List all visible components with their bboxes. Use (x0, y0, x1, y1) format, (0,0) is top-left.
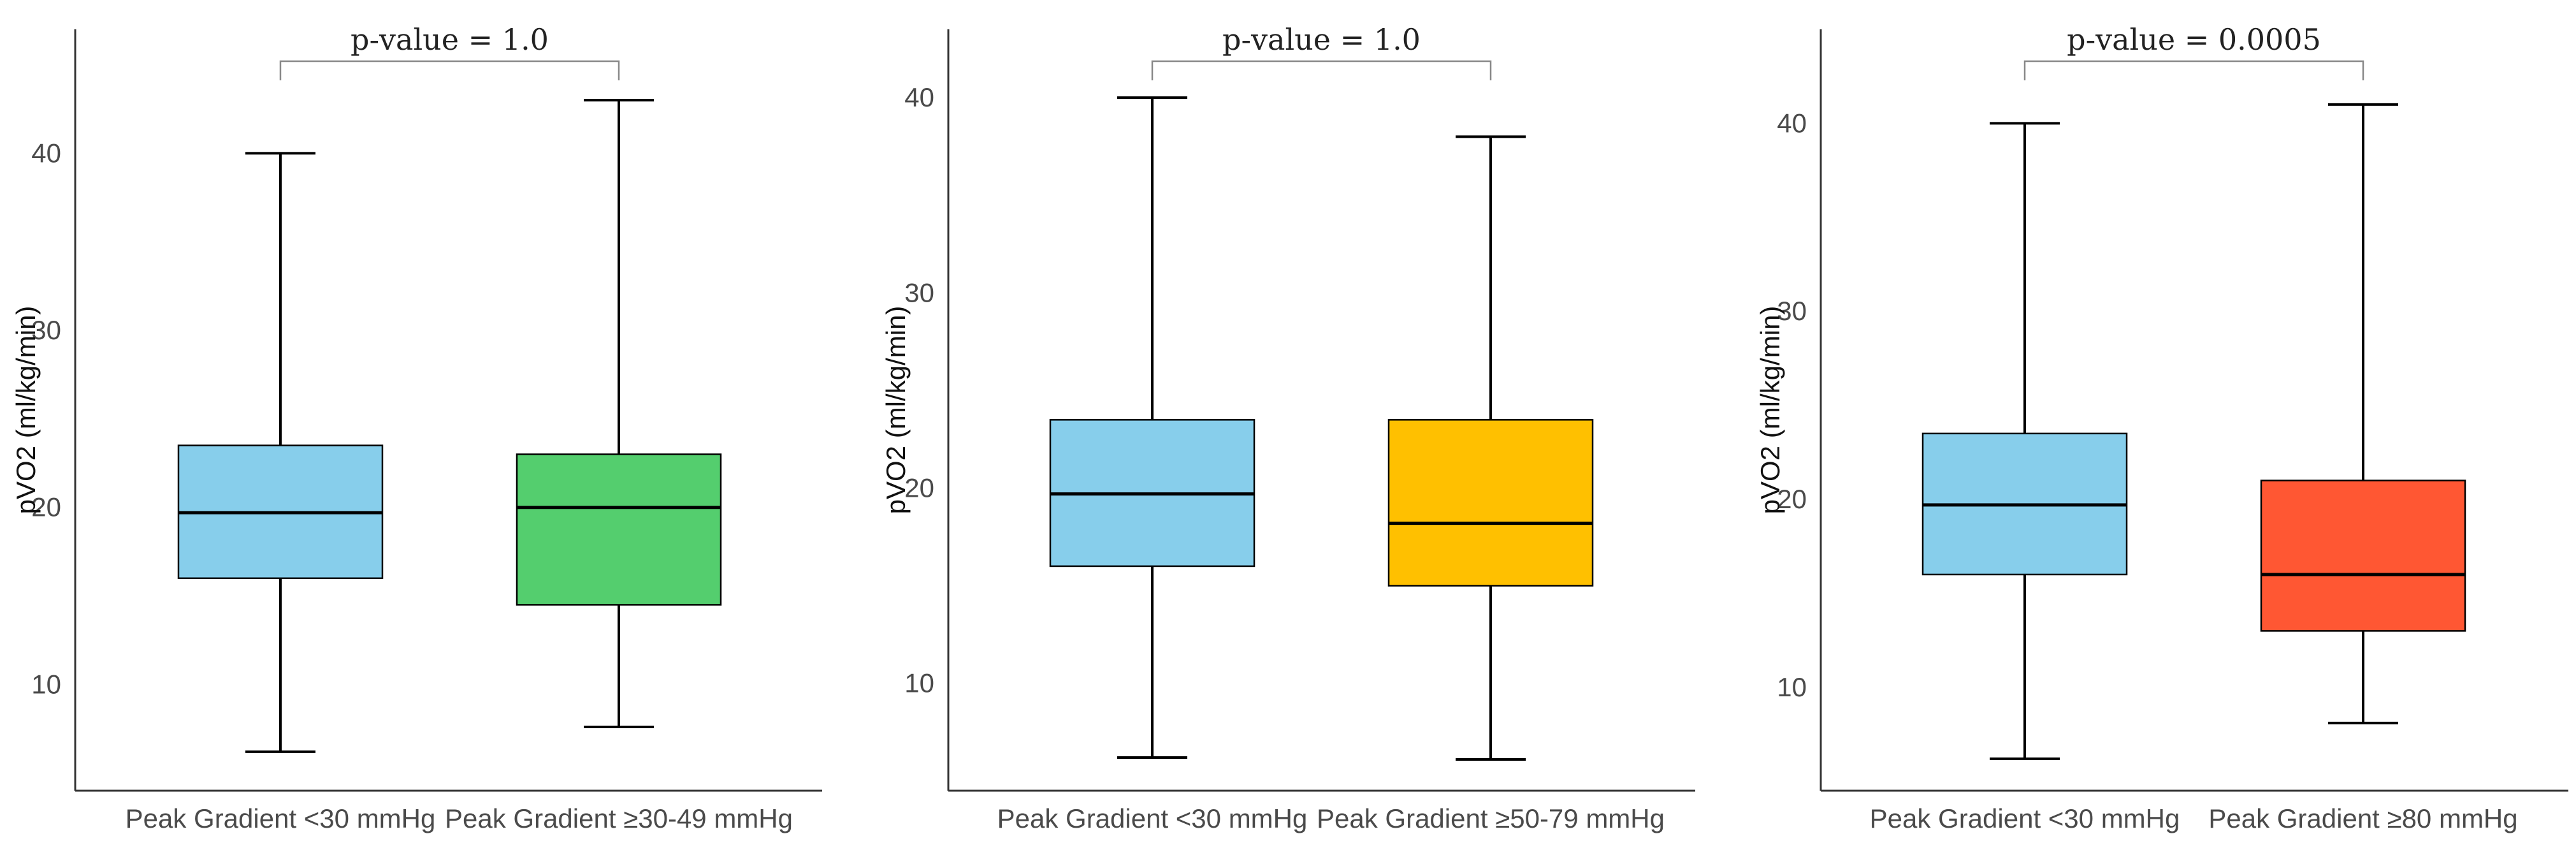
x-category-label: Peak Gradient ≥50-79 mmHg (1317, 803, 1665, 833)
y-tick-label: 20 (31, 492, 61, 522)
box-2 (516, 99, 722, 729)
chart-panel-3: 10 20 30 40 pVO2 (ml/kg/min) Peak Gradient <3… (1755, 22, 2568, 833)
y-tick-label: 30 (1777, 296, 1807, 326)
y-tick-label: 30 (31, 315, 61, 345)
p-value-annotation: p-value = 1.0 (351, 22, 549, 57)
chart-panel-2: 10 20 30 40 pVO2 (ml/kg/min) Peak Gradient <3… (881, 22, 1695, 833)
y-tick-label: 40 (31, 138, 61, 168)
p-value-annotation: p-value = 0.0005 (2067, 22, 2321, 57)
box-2 (1387, 135, 1594, 761)
box-1 (1921, 122, 2128, 760)
chart-panel-1: 10 20 30 40 pVO2 (ml/kg/min) Peak Gradient <3… (11, 22, 822, 833)
iqr-box (2260, 480, 2466, 632)
x-category-label: Peak Gradient <30 mmHg (997, 803, 1308, 833)
significance-bracket (1151, 60, 1492, 80)
significance-bracket (279, 60, 620, 80)
box-1 (1049, 96, 1255, 759)
y-tick-label: 10 (904, 668, 934, 698)
box-2 (2260, 103, 2466, 724)
y-tick-label: 10 (31, 669, 61, 699)
box-1 (177, 152, 384, 753)
iqr-box (516, 453, 722, 606)
y-tick-label: 40 (904, 82, 934, 112)
iqr-box (1387, 419, 1594, 587)
y-axis-title: pVO2 (ml/kg/min) (881, 306, 911, 515)
y-axis-title: pVO2 (ml/kg/min) (1755, 306, 1785, 515)
x-category-label: Peak Gradient <30 mmHg (126, 803, 436, 833)
x-category-label: Peak Gradient ≥30-49 mmHg (445, 803, 793, 833)
y-axis-title: pVO2 (ml/kg/min) (11, 306, 41, 515)
y-tick-label: 20 (904, 473, 934, 502)
x-category-label: Peak Gradient ≥80 mmHg (2208, 803, 2517, 833)
y-tick-label: 40 (1777, 108, 1807, 138)
y-tick-label: 20 (1777, 484, 1807, 514)
x-category-label: Peak Gradient <30 mmHg (1870, 803, 2180, 833)
significance-bracket (2023, 60, 2364, 80)
y-tick-label: 30 (904, 277, 934, 307)
p-value-annotation: p-value = 1.0 (1222, 22, 1421, 57)
y-tick-label: 10 (1777, 672, 1807, 702)
